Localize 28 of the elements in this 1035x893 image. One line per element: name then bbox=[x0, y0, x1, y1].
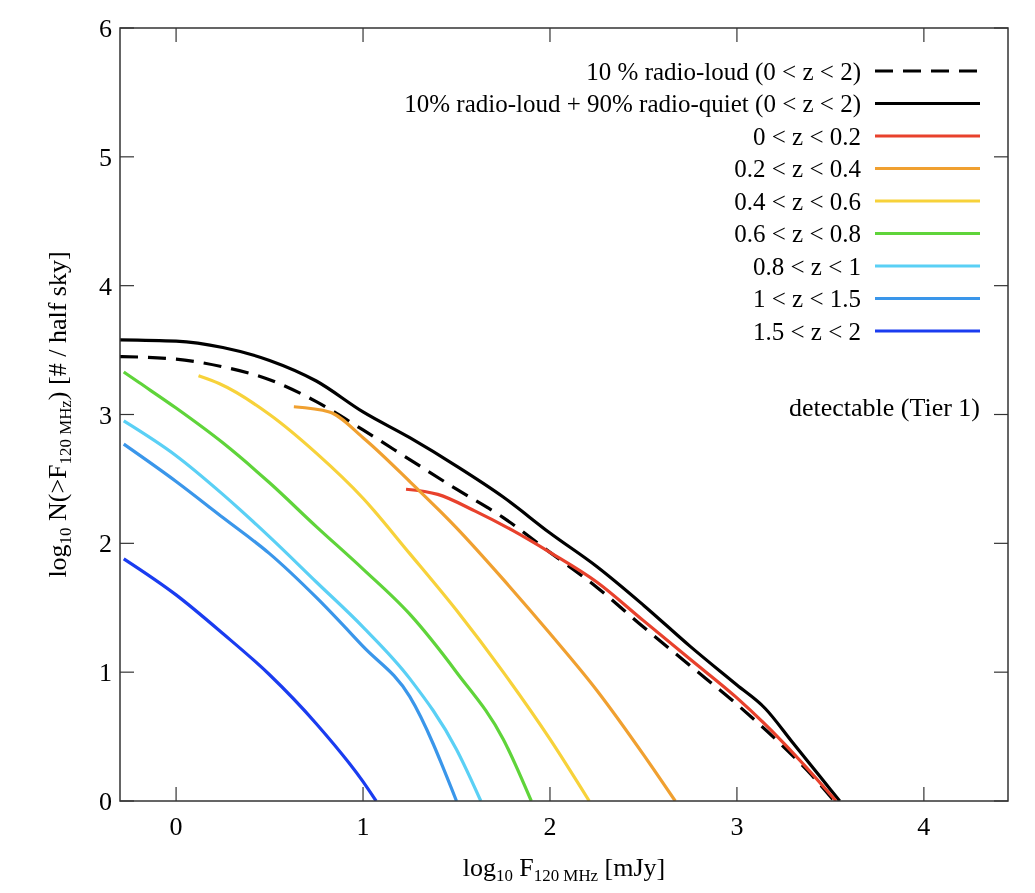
y-tick-label: 3 bbox=[99, 400, 112, 430]
y-tick-label: 0 bbox=[99, 787, 112, 817]
line-series bbox=[122, 557, 378, 801]
legend-label: 10 % radio-loud (0 < z < 2) bbox=[586, 57, 861, 86]
legend-label: 0.6 < z < 0.8 bbox=[734, 220, 861, 248]
y-tick-label: 4 bbox=[99, 271, 112, 301]
x-tick-label: 4 bbox=[917, 812, 931, 841]
x-tick-label: 3 bbox=[730, 812, 744, 841]
legend-label: 10% radio-loud + 90% radio-quiet (0 < z < 2) bbox=[404, 90, 861, 119]
legend-label: 1.5 < z < 2 bbox=[752, 317, 861, 345]
line-series bbox=[404, 487, 838, 801]
x-axis-title: log$_{10}$ F$_{120 MHz}$ [mJy] bbox=[462, 853, 666, 886]
legend-label: 0.4 < z < 0.6 bbox=[734, 187, 861, 215]
legend-label: 1 < z < 1.5 bbox=[752, 285, 861, 313]
annotation: detectable (Tier 1) bbox=[788, 393, 980, 422]
y-tick-label: 6 bbox=[99, 14, 112, 44]
legend-label: 0.2 < z < 0.4 bbox=[734, 155, 862, 183]
x-tick-label: 0 bbox=[169, 812, 183, 841]
line-series bbox=[196, 374, 591, 801]
x-tick-label: 1 bbox=[356, 812, 370, 841]
x-tick-label: 2 bbox=[543, 812, 557, 841]
y-tick-label: 5 bbox=[99, 142, 112, 172]
legend-label: 0.8 < z < 1 bbox=[752, 252, 861, 280]
legend-label: 0 < z < 0.2 bbox=[752, 122, 861, 150]
y-tick-label: 1 bbox=[99, 658, 112, 688]
y-tick-label: 2 bbox=[99, 529, 112, 559]
line-series bbox=[292, 405, 677, 801]
line-series bbox=[122, 370, 533, 801]
